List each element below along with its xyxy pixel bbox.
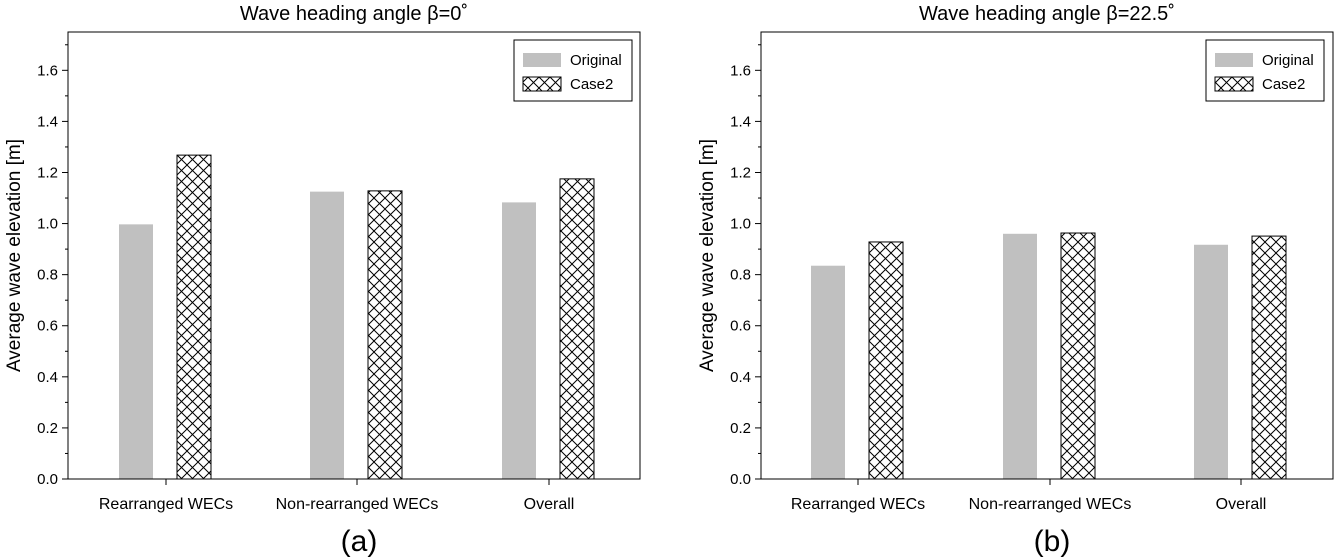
y-axis-label: Average wave elevation [m] bbox=[4, 139, 25, 372]
y-tick-label: 0.0 bbox=[730, 471, 751, 488]
x-category-label: Overall bbox=[524, 496, 575, 513]
y-tick-label: 1.0 bbox=[37, 216, 58, 233]
x-category-label: Non-rearranged WECs bbox=[969, 496, 1132, 513]
plot-frame bbox=[760, 31, 1334, 480]
bar-case2-2 bbox=[1251, 235, 1287, 480]
y-tick-label: 1.2 bbox=[730, 164, 751, 181]
panel-label: (b) bbox=[1034, 525, 1071, 558]
bar-original-2 bbox=[1194, 244, 1228, 479]
legend-label-case2: Case2 bbox=[570, 76, 613, 93]
y-tick-label: 0.4 bbox=[730, 369, 751, 386]
bar-case2-0 bbox=[176, 154, 212, 480]
bar-original-1 bbox=[1003, 233, 1037, 479]
x-category-label: Rearranged WECs bbox=[99, 496, 233, 513]
legend-swatch-case2 bbox=[522, 76, 562, 92]
panel-label: (a) bbox=[341, 525, 378, 558]
plot-frame bbox=[67, 31, 641, 480]
bar-case2-0 bbox=[868, 241, 904, 480]
y-tick-label: 1.2 bbox=[37, 164, 58, 181]
bar-case2-1 bbox=[1060, 232, 1096, 480]
legend-label-case2: Case2 bbox=[1262, 76, 1305, 93]
bar-original-0 bbox=[119, 224, 153, 479]
y-tick-label: 1.4 bbox=[37, 113, 58, 130]
y-axis-label: Average wave elevation [m] bbox=[697, 139, 718, 372]
y-tick-label: 0.0 bbox=[37, 471, 58, 488]
y-tick-label: 0.6 bbox=[37, 318, 58, 335]
x-category-label: Non-rearranged WECs bbox=[276, 496, 439, 513]
legend-swatch-original bbox=[1215, 53, 1253, 67]
y-tick-label: 1.6 bbox=[37, 62, 58, 79]
chart-title: Wave heading angle β=0˚ bbox=[240, 3, 468, 25]
legend-label-original: Original bbox=[570, 52, 622, 69]
chart-title: Wave heading angle β=22.5˚ bbox=[919, 3, 1175, 25]
y-tick-label: 0.8 bbox=[37, 267, 58, 284]
bar-original-0 bbox=[811, 265, 845, 479]
y-tick-label: 1.4 bbox=[730, 113, 751, 130]
bar-original-1 bbox=[310, 191, 344, 479]
legend-swatch-case2 bbox=[1214, 76, 1254, 92]
y-tick-label: 1.0 bbox=[730, 216, 751, 233]
y-tick-label: 0.8 bbox=[730, 267, 751, 284]
x-category-label: Rearranged WECs bbox=[791, 496, 925, 513]
y-tick-label: 1.6 bbox=[730, 62, 751, 79]
x-category-label: Overall bbox=[1216, 496, 1267, 513]
bar-case2-1 bbox=[367, 190, 403, 480]
bar-case2-2 bbox=[559, 178, 595, 480]
legend-label-original: Original bbox=[1262, 52, 1314, 69]
legend-swatch-original bbox=[523, 53, 561, 67]
bar-original-2 bbox=[502, 202, 536, 479]
y-tick-label: 0.4 bbox=[37, 369, 58, 386]
y-tick-label: 0.2 bbox=[730, 420, 751, 437]
y-tick-label: 0.2 bbox=[37, 420, 58, 437]
chart-panel-0: Wave heading angle β=0˚ Average wave elev… bbox=[4, 3, 641, 558]
chart-panel-1: Wave heading angle β=22.5˚ Average wave e… bbox=[697, 3, 1334, 558]
y-tick-label: 0.6 bbox=[730, 318, 751, 335]
